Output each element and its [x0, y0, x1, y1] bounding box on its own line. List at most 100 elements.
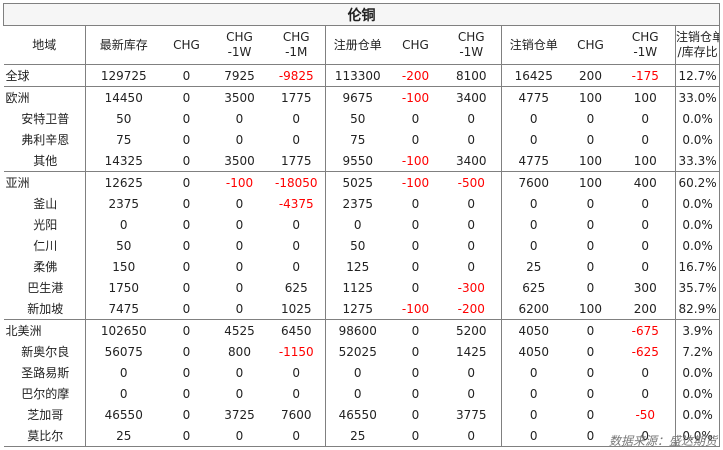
value-cell: -9825: [278, 68, 314, 83]
value-cell: 4775: [501, 150, 566, 172]
value-cell: 0: [467, 259, 476, 274]
value-cell: 0: [85, 362, 162, 383]
value-cell: 0: [182, 386, 191, 401]
region-cell: 莫比尔: [3, 425, 86, 447]
region-cell: 柔佛: [33, 260, 58, 274]
value-cell: 0: [641, 365, 650, 380]
value-cell: 0: [411, 111, 420, 126]
value-cell: 12.7%: [674, 64, 721, 87]
value-cell: -625: [631, 344, 659, 359]
value-cell: 1775: [267, 86, 326, 108]
value-cell: 0: [586, 365, 595, 380]
region-cell: 芝加哥: [27, 408, 64, 422]
value-cell: 33.0%: [674, 86, 721, 108]
value-cell: -4375: [278, 196, 314, 211]
value-cell: 0: [565, 319, 616, 341]
value-cell: 2375: [85, 193, 162, 214]
value-cell: 1750: [85, 277, 162, 298]
value-cell: -18050: [267, 171, 326, 193]
value-cell: 0: [182, 217, 191, 232]
value-cell: 0: [267, 425, 326, 447]
value-cell: 0: [182, 280, 191, 295]
region-cell: 釜山: [33, 197, 58, 211]
column-header: CHG: [389, 25, 442, 65]
value-cell: 102650: [85, 319, 162, 341]
table-row: 光阳 0 0 0 0 0 0 0 0 0 0 0.0%: [4, 214, 721, 235]
value-cell: 0: [501, 214, 566, 235]
value-cell: 0: [235, 238, 244, 253]
column-header: CHG: [565, 25, 616, 65]
value-cell: 7600: [280, 407, 312, 422]
value-cell: 0: [441, 425, 502, 447]
value-cell: 3400: [441, 86, 502, 108]
value-cell: 7925: [224, 68, 255, 83]
value-cell: 52025: [325, 341, 390, 362]
value-cell: -200: [457, 301, 485, 316]
value-cell: 46550: [325, 404, 390, 425]
value-cell: 129725: [85, 64, 162, 87]
value-cell: 50: [325, 235, 390, 256]
table-row: 新奥尔良 56075 0 800 -1150 52025 0 1425 4050 0 -625 7.2…: [4, 341, 721, 362]
value-cell: 0: [325, 214, 390, 235]
value-cell: 12625: [85, 171, 162, 193]
value-cell: -1150: [278, 344, 314, 359]
column-header-line: 最新库存: [99, 37, 148, 52]
value-cell: 0: [182, 68, 191, 83]
value-cell: 0: [501, 235, 566, 256]
value-cell: 0: [182, 344, 191, 359]
column-header-line: 地域: [32, 37, 57, 52]
value-cell: 0: [235, 111, 244, 126]
value-cell: 82.9%: [674, 298, 721, 320]
value-cell: 50: [85, 235, 162, 256]
value-cell: 4775: [501, 86, 566, 108]
value-cell: 0: [641, 111, 650, 126]
value-cell: 0: [501, 129, 566, 150]
table-row: 弗利辛恩 75 0 0 0 75 0 0 0 0 0 0.0%: [4, 129, 721, 150]
value-cell: 16.7%: [674, 256, 721, 277]
value-cell: 200: [579, 68, 602, 83]
value-cell: 100: [565, 171, 616, 193]
column-header-line: CHG: [173, 37, 200, 52]
region-cell: 仁川: [33, 239, 58, 253]
column-header: 注销仓单/库存比: [674, 25, 721, 65]
value-cell: 0: [411, 217, 420, 232]
value-cell: 3500: [224, 153, 255, 168]
column-header-line: /库存比: [677, 45, 718, 59]
region-cell: 北美洲: [3, 319, 86, 341]
value-cell: 0: [467, 111, 476, 126]
table-body: 全球 129725 0 7925 -9825 113300 -200 8100 16425 200…: [3, 64, 721, 447]
value-cell: 75: [85, 129, 162, 150]
value-cell: 125: [325, 256, 390, 277]
value-cell: 14325: [85, 150, 162, 172]
header-row: 地域 最新库存 CHG CHG -1W CHG -1M 注册仓单 CHG CHG -1W 注销仓单 CH…: [3, 25, 721, 65]
value-cell: 0: [467, 132, 476, 147]
value-cell: 0.0%: [674, 193, 721, 214]
value-cell: 25: [325, 425, 390, 447]
value-cell: 0: [235, 280, 244, 295]
column-header-line: 注销仓单: [509, 37, 558, 52]
column-header: 注册仓单: [325, 25, 390, 65]
value-cell: 1775: [280, 153, 312, 168]
table-row: 仁川 50 0 0 0 50 0 0 0 0 0 0.0%: [4, 235, 721, 256]
value-cell: 0: [411, 259, 420, 274]
value-cell: 0: [586, 344, 595, 359]
region-cell: 其他: [33, 154, 58, 168]
region-cell: 巴尔的摩: [21, 387, 70, 401]
region-cell: 全球: [5, 69, 30, 83]
value-cell: 0: [586, 111, 595, 126]
value-cell: 6450: [267, 319, 326, 341]
column-header-line: CHG: [226, 30, 253, 44]
table-row: 欧洲 14450 0 3500 1775 9675 -100 3400 4775 100 100 33…: [3, 86, 721, 108]
value-cell: 113300: [325, 64, 390, 87]
value-cell: 0: [467, 386, 476, 401]
column-header: CHG: [161, 25, 212, 65]
value-cell: 0: [467, 217, 476, 232]
value-cell: 0: [235, 196, 244, 211]
value-cell: 0: [292, 386, 301, 401]
value-cell: -200: [401, 68, 430, 83]
table-row: 芝加哥 46550 0 3725 7600 46550 0 3775 0 0 -50 0.0%: [4, 404, 721, 425]
value-cell: 7600: [501, 171, 566, 193]
value-cell: 800: [228, 344, 251, 359]
value-cell: 625: [284, 280, 308, 295]
value-cell: 0: [411, 196, 420, 211]
